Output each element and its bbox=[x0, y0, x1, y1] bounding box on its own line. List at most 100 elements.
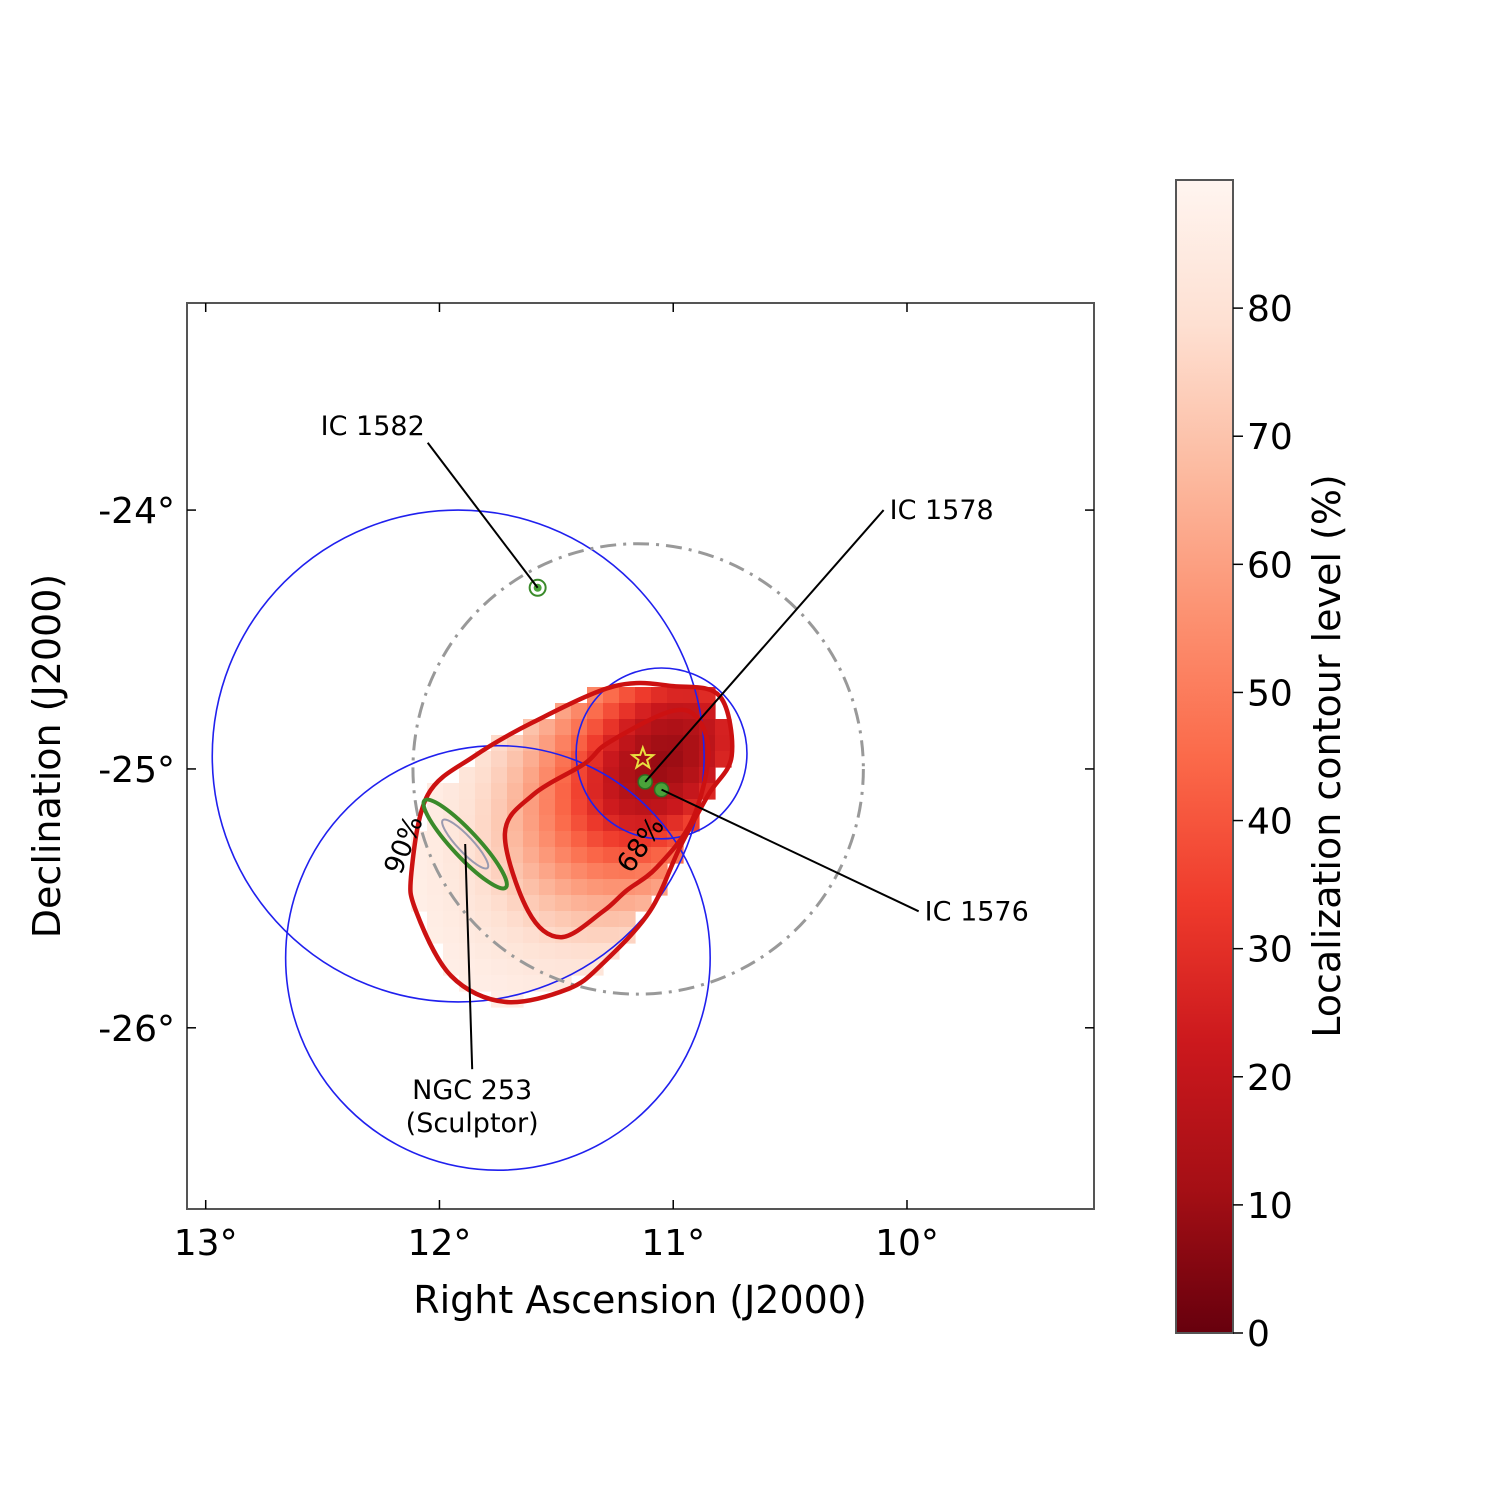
heatmap-cell bbox=[539, 911, 556, 928]
heatmap-cell bbox=[715, 751, 732, 768]
heatmap-cell bbox=[555, 943, 572, 960]
heatmap-cell bbox=[491, 943, 508, 960]
heatmap-cell bbox=[667, 767, 684, 784]
heatmap-cell bbox=[427, 879, 444, 896]
heatmap-cell bbox=[523, 879, 540, 896]
heatmap-cell bbox=[571, 815, 588, 832]
heatmap-cell bbox=[539, 879, 556, 896]
heatmap-cell bbox=[651, 719, 668, 736]
heatmap-cell bbox=[507, 735, 524, 752]
heatmap-cell bbox=[619, 703, 636, 720]
heatmap-cell bbox=[507, 751, 524, 768]
heatmap-cell bbox=[523, 975, 540, 992]
heatmap-cell bbox=[603, 783, 620, 800]
heatmap-cell bbox=[491, 895, 508, 912]
heatmap-cell bbox=[491, 975, 508, 992]
heatmap-cell bbox=[443, 879, 460, 896]
heatmap-cell bbox=[459, 767, 476, 784]
heatmap-cell bbox=[619, 911, 636, 928]
y-tick-label: -25° bbox=[98, 750, 175, 791]
heatmap-cell bbox=[411, 863, 428, 880]
heatmap-cell bbox=[571, 831, 588, 848]
heatmap-cell bbox=[555, 863, 572, 880]
heatmap-cell bbox=[619, 847, 636, 864]
heatmap-cell bbox=[603, 879, 620, 896]
heatmap-cell bbox=[539, 895, 556, 912]
error-circle bbox=[575, 667, 748, 840]
heatmap-cell bbox=[571, 735, 588, 752]
colorbar-tick-label: 40 bbox=[1247, 802, 1293, 843]
error-circles bbox=[211, 509, 865, 1171]
heatmap-cell bbox=[651, 767, 668, 784]
error-circle bbox=[284, 744, 711, 1171]
galaxy-label-line: IC 1576 bbox=[925, 896, 1029, 927]
colorbar-ticks: 0 10 20 30 40 50 60 70 80 bbox=[1233, 289, 1293, 1355]
heatmap-cell bbox=[635, 687, 652, 704]
heatmap-cell bbox=[683, 735, 700, 752]
heatmap-cell bbox=[507, 975, 524, 992]
heatmap-cell bbox=[507, 783, 524, 800]
heatmap-cell bbox=[523, 815, 540, 832]
heatmap-cell bbox=[491, 927, 508, 944]
heatmap-cell bbox=[683, 767, 700, 784]
heatmap-cell bbox=[603, 831, 620, 848]
heatmap-cell bbox=[555, 799, 572, 816]
colorbar-tick-label: 70 bbox=[1247, 417, 1293, 458]
heatmap-cell bbox=[587, 847, 604, 864]
heatmap-cell bbox=[619, 751, 636, 768]
heatmap-cell bbox=[651, 687, 668, 704]
heatmap-cell bbox=[715, 719, 732, 736]
galaxy-markers bbox=[421, 578, 670, 891]
heatmap-cell bbox=[539, 943, 556, 960]
leader-line bbox=[644, 509, 885, 783]
heatmap-cell bbox=[619, 735, 636, 752]
heatmap-cell bbox=[523, 943, 540, 960]
star-icon bbox=[629, 744, 657, 770]
plot-frame bbox=[186, 302, 1095, 1210]
heatmap-cell bbox=[587, 927, 604, 944]
heatmap-cell bbox=[539, 799, 556, 816]
heatmap-cell bbox=[555, 895, 572, 912]
heatmap-cell bbox=[667, 719, 684, 736]
heatmap-cell bbox=[603, 943, 620, 960]
heatmap-cell bbox=[555, 719, 572, 736]
colorbar-label: Localization contour level (%) bbox=[1305, 474, 1349, 1038]
y-tick-label: -24° bbox=[98, 491, 175, 532]
heatmap-cell bbox=[651, 815, 668, 832]
heatmap-cell bbox=[427, 895, 444, 912]
galaxy-label: IC 1582 bbox=[321, 411, 425, 442]
heatmap-cell bbox=[459, 959, 476, 976]
galaxy-marker-ring bbox=[528, 578, 547, 597]
contour-68 bbox=[502, 707, 711, 940]
heatmap-cell bbox=[587, 831, 604, 848]
colorbar-tick-label: 20 bbox=[1247, 1058, 1293, 1099]
heatmap-cell bbox=[651, 735, 668, 752]
heatmap-cell bbox=[571, 943, 588, 960]
heatmap-cell bbox=[539, 719, 556, 736]
error-circle bbox=[211, 509, 705, 1003]
x-tick-label: 13° bbox=[174, 1223, 238, 1264]
heatmap-cell bbox=[635, 815, 652, 832]
x-tick-label: 11° bbox=[641, 1223, 705, 1264]
y-axis-label: Declination (J2000) bbox=[25, 574, 69, 938]
heatmap-cell bbox=[571, 911, 588, 928]
heatmap-cell bbox=[587, 815, 604, 832]
heatmap-cell bbox=[587, 895, 604, 912]
heatmap-cell bbox=[443, 927, 460, 944]
heatmap-cell bbox=[539, 735, 556, 752]
heatmap-cell bbox=[459, 799, 476, 816]
heatmap-cell bbox=[555, 959, 572, 976]
x-tick-label: 10° bbox=[875, 1223, 939, 1264]
heatmap-cell bbox=[603, 799, 620, 816]
heatmap-cell bbox=[443, 943, 460, 960]
colorbar-tick-label: 80 bbox=[1247, 289, 1293, 330]
heatmap-cell bbox=[619, 895, 636, 912]
galaxy-label-line: NGC 253 bbox=[412, 1075, 532, 1106]
heatmap-cell bbox=[507, 911, 524, 928]
heatmap-cell bbox=[587, 703, 604, 720]
heatmap-cell bbox=[459, 783, 476, 800]
heatmap-cell bbox=[603, 703, 620, 720]
heatmap-cell bbox=[507, 959, 524, 976]
galaxy-label-line: IC 1578 bbox=[890, 495, 994, 526]
